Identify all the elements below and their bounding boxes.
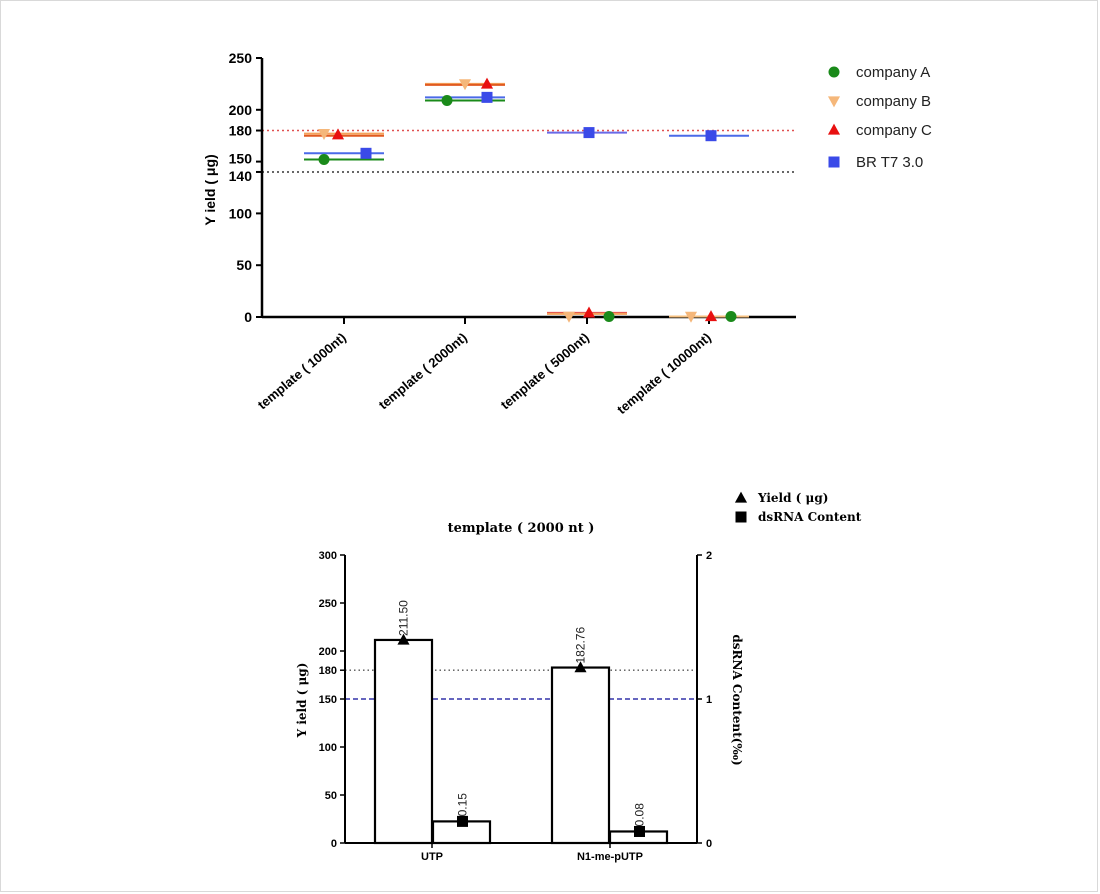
chart2-title: template ( 2000 nt )	[448, 521, 595, 536]
yield-point	[574, 661, 587, 673]
legend-marker	[827, 96, 841, 108]
data-point	[582, 306, 596, 318]
y-tick-label: 100	[229, 205, 253, 221]
dsrna-value-label: 0.15	[456, 793, 470, 817]
data-point	[458, 79, 472, 91]
y-tick-label: 200	[319, 646, 337, 658]
legend-label: BR T7 3.0	[856, 154, 923, 171]
bar-chart: template ( 2000 nt ) Yield ( μg) dsRNA Co…	[295, 491, 862, 863]
y-tick-label: 150	[319, 694, 337, 706]
x-tick-label: template ( 10000nt)	[614, 330, 714, 417]
data-point	[562, 311, 576, 323]
data-point	[705, 130, 717, 142]
chart1-ylabel: Y ield ( μg)	[202, 154, 218, 225]
y-tick-label: 250	[319, 598, 337, 610]
data-point	[331, 128, 345, 140]
y-tick-label: 180	[319, 665, 337, 677]
legend-marker	[735, 511, 747, 523]
y2-tick-label: 0	[706, 838, 712, 850]
yield-value-label: 211.50	[397, 600, 411, 636]
dsrna-value-label: 0.08	[633, 803, 647, 827]
data-point	[318, 154, 330, 166]
yield-bar	[373, 638, 434, 845]
legend-marker	[828, 156, 840, 168]
y-tick-label: 180	[229, 123, 253, 139]
data-point	[441, 94, 453, 106]
y-tick-label: 300	[319, 550, 337, 562]
yield-point	[397, 633, 410, 645]
legend-label: company C	[856, 122, 932, 139]
chart2-ylabel: Y ield ( μg)	[295, 663, 309, 739]
legend-marker	[828, 66, 840, 78]
dsrna-point	[634, 825, 645, 837]
y2-tick-label: 2	[706, 550, 712, 562]
y-tick-label: 150	[229, 151, 253, 167]
y-tick-label: 50	[236, 257, 252, 273]
y-tick-label: 250	[229, 50, 253, 66]
yield-bar	[550, 666, 611, 845]
x-tick-label: UTP	[421, 851, 443, 863]
y-tick-label: 0	[331, 838, 337, 850]
legend-label: company A	[856, 64, 930, 81]
data-point	[704, 310, 718, 322]
x-tick-label: template ( 5000nt)	[498, 330, 592, 413]
legend-marker	[827, 123, 841, 135]
data-point	[684, 311, 698, 323]
y-tick-label: 0	[244, 309, 252, 325]
y-tick-label: 50	[325, 790, 337, 802]
legend-label: company B	[856, 93, 931, 110]
data-point	[481, 91, 493, 103]
data-point	[480, 77, 494, 89]
x-tick-label: template ( 1000nt)	[255, 330, 349, 413]
legend-label: dsRNA Content	[758, 510, 862, 524]
data-point	[360, 147, 372, 159]
x-tick-label: N1-me-pUTP	[577, 851, 643, 863]
legend-marker	[734, 491, 748, 503]
y2-tick-label: 1	[706, 694, 712, 706]
x-tick-label: template ( 2000nt)	[376, 330, 470, 413]
y-tick-label: 200	[229, 102, 253, 118]
yield-value-label: 182.76	[574, 627, 588, 664]
chart2-y2label: dsRNA Content(‰)	[730, 634, 744, 765]
y-tick-label: 100	[319, 742, 337, 754]
data-point	[725, 310, 737, 322]
y-tick-label: 140	[229, 168, 253, 184]
dsrna-point	[457, 815, 468, 827]
data-point	[583, 127, 595, 139]
legend-label: Yield ( μg)	[757, 491, 828, 505]
data-point	[603, 310, 615, 322]
data-point	[317, 128, 331, 140]
